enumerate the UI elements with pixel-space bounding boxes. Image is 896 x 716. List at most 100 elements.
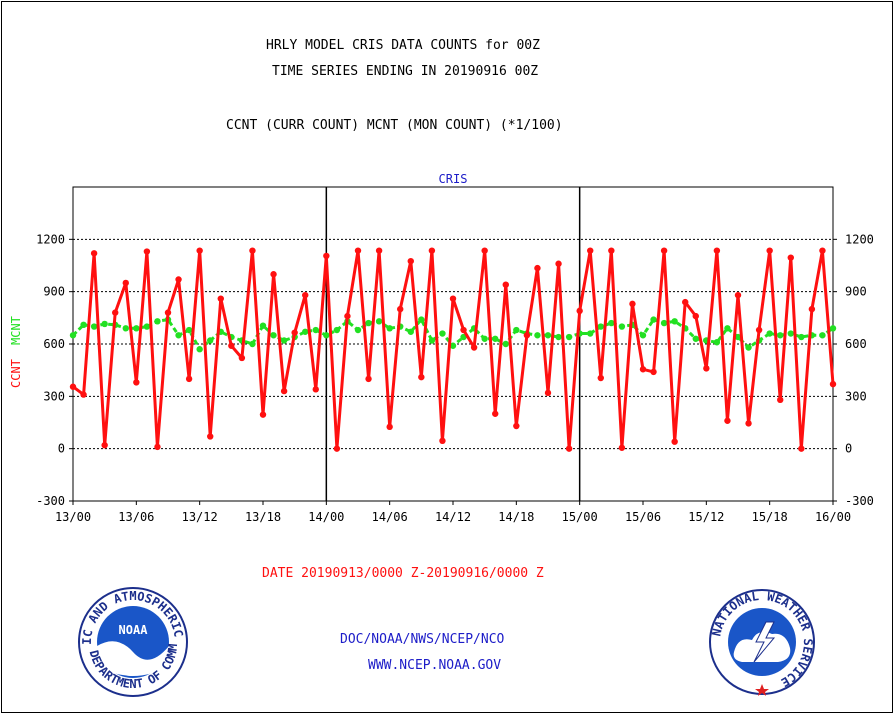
data-point-ccnt (270, 271, 277, 278)
data-point-ccnt (291, 329, 298, 336)
data-point-mcnt (101, 320, 108, 328)
data-point-mcnt (196, 346, 203, 353)
data-point-mcnt (207, 337, 214, 344)
data-point-ccnt (470, 344, 478, 351)
data-point-ccnt (787, 254, 794, 261)
data-point-ccnt (185, 375, 193, 383)
data-point-mcnt (660, 319, 668, 327)
data-point-ccnt (576, 307, 583, 315)
data-point-ccnt (249, 247, 256, 254)
data-point-ccnt (534, 264, 541, 272)
data-point-mcnt (280, 337, 288, 344)
data-point-mcnt (133, 325, 140, 332)
org-label: DOC/NOAA/NWS/NCEP/NCO (340, 632, 505, 647)
noaa-logo: NOAA NATIONAL OCEANIC AND ATMOSPHERIC AD… (77, 586, 188, 697)
data-point-mcnt (481, 335, 488, 342)
y-axis-label-mcnt: MCNT (9, 316, 23, 345)
data-point-mcnt (185, 326, 193, 334)
data-point-ccnt (597, 374, 604, 382)
data-point-ccnt (544, 389, 552, 397)
data-point-ccnt (819, 247, 826, 254)
x-tick-label: 14/00 (308, 510, 344, 524)
data-point-ccnt (798, 445, 805, 452)
data-point-ccnt (808, 305, 816, 313)
x-tick-label: 15/00 (562, 510, 598, 524)
data-point-ccnt (513, 422, 520, 430)
data-point-ccnt (164, 309, 172, 316)
data-point-mcnt (175, 332, 182, 339)
x-tick-label: 16/00 (815, 510, 851, 524)
data-point-mcnt (587, 330, 594, 337)
y-tick-label-right: 300 (845, 389, 867, 403)
data-point-ccnt (565, 445, 573, 452)
y-tick-label-right: 0 (845, 442, 852, 456)
x-tick-label: 14/18 (498, 510, 534, 524)
chart-title-line-2: TIME SERIES ENDING IN 20190916 00Z (272, 64, 539, 79)
data-point-ccnt (555, 260, 562, 267)
data-point-ccnt (238, 354, 246, 362)
y-tick-label-left: 300 (43, 389, 65, 403)
data-point-mcnt (618, 323, 626, 330)
data-point-mcnt (639, 332, 647, 339)
y-axis-label-ccnt: CCNT (9, 359, 23, 388)
chart-plot-title: CRIS (439, 172, 468, 186)
x-tick-label: 13/18 (245, 510, 281, 524)
data-point-mcnt (69, 332, 77, 339)
x-tick-label: 13/12 (182, 510, 218, 524)
data-point-ccnt (639, 366, 647, 373)
y-tick-label-left: 0 (58, 442, 65, 456)
data-point-ccnt (407, 257, 414, 265)
data-point-ccnt (829, 380, 837, 388)
data-point-ccnt (608, 247, 615, 254)
data-point-ccnt (703, 365, 710, 372)
data-point-ccnt (692, 312, 699, 320)
data-point-mcnt (608, 319, 615, 327)
data-point-mcnt (597, 323, 604, 330)
data-point-ccnt (682, 298, 689, 306)
data-point-ccnt (143, 248, 151, 255)
data-point-ccnt (333, 445, 341, 452)
data-point-mcnt (418, 316, 425, 323)
data-point-mcnt (777, 332, 784, 339)
data-point-ccnt (112, 309, 119, 316)
data-point-ccnt (217, 295, 224, 302)
data-point-mcnt (766, 330, 773, 337)
data-point-ccnt (724, 417, 731, 424)
y-tick-label-left: 600 (43, 337, 65, 351)
data-point-ccnt (259, 411, 267, 418)
y-tick-label-right: 900 (845, 285, 867, 299)
data-point-ccnt (280, 387, 288, 395)
data-point-ccnt (312, 386, 319, 393)
date-range-label: DATE 20190913/0000 Z-20190916/0000 Z (262, 566, 544, 581)
x-tick-label: 13/06 (118, 510, 154, 524)
data-point-mcnt (819, 332, 826, 339)
data-point-mcnt (713, 339, 721, 346)
data-point-mcnt (565, 333, 573, 341)
data-point-ccnt (354, 247, 362, 254)
data-point-ccnt (228, 342, 235, 349)
y-tick-label-left: 1200 (36, 232, 65, 246)
data-point-mcnt (80, 321, 87, 329)
x-tick-label: 15/18 (752, 510, 788, 524)
data-point-mcnt (143, 323, 151, 330)
data-point-mcnt (544, 332, 552, 339)
data-point-mcnt (386, 325, 393, 332)
data-point-mcnt (323, 332, 330, 339)
data-point-ccnt (449, 295, 457, 302)
data-point-ccnt (133, 379, 140, 386)
data-point-ccnt (766, 247, 773, 254)
x-tick-label: 15/06 (625, 510, 661, 524)
data-point-ccnt (502, 281, 509, 288)
data-point-mcnt (312, 326, 319, 334)
data-point-mcnt (154, 318, 161, 325)
data-point-ccnt (460, 326, 467, 334)
data-point-ccnt (80, 391, 87, 398)
data-point-mcnt (449, 342, 457, 349)
data-point-mcnt (407, 328, 414, 335)
y-tick-label-right: 600 (845, 337, 867, 351)
website-link[interactable]: WWW.NCEP.NOAA.GOV (368, 658, 502, 673)
noaa-logo-text: NOAA (119, 623, 149, 637)
data-point-mcnt (249, 340, 256, 348)
data-point-mcnt (692, 335, 699, 342)
